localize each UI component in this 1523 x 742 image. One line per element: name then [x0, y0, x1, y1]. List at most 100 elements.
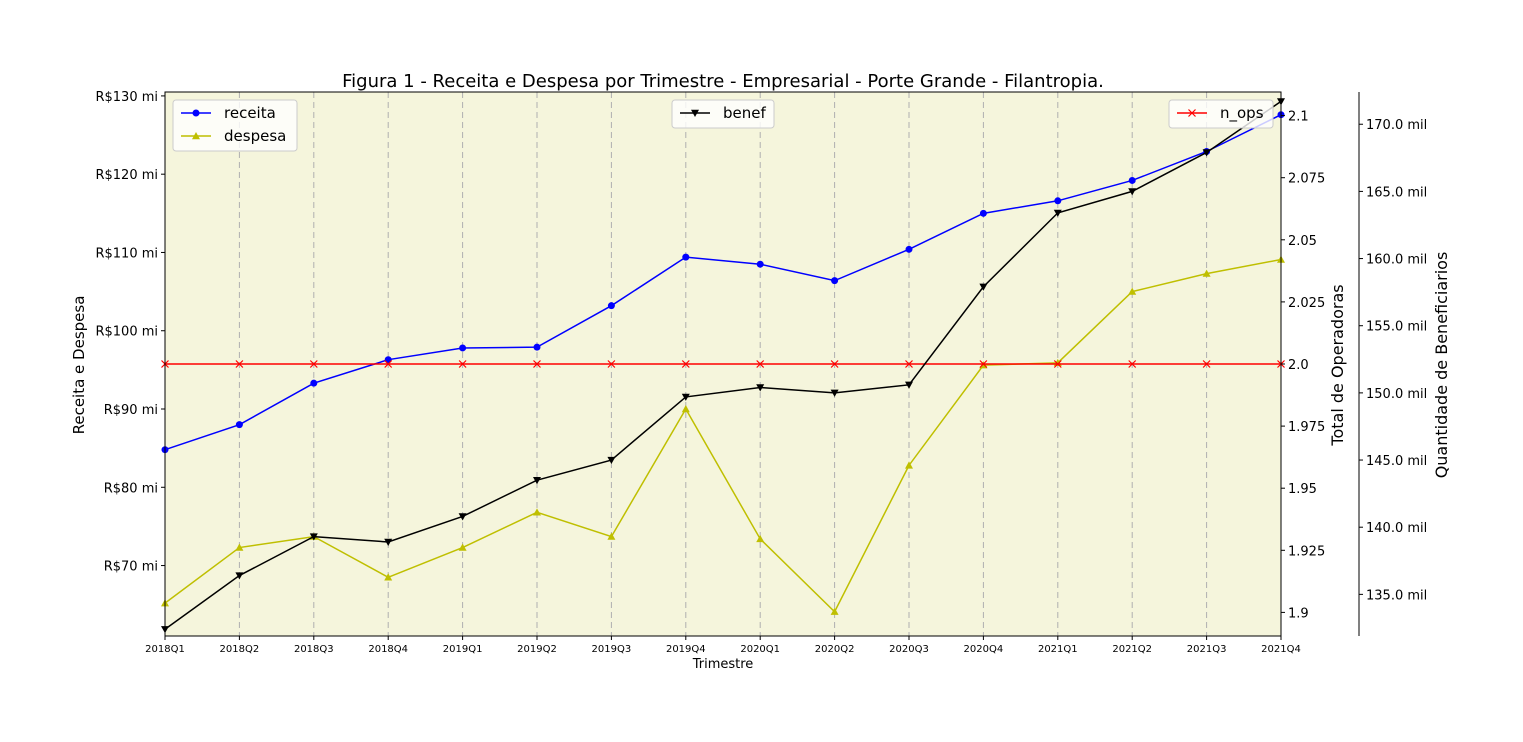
series-despesa — [161, 255, 1285, 615]
point-benef-2018q2 — [235, 572, 244, 580]
point-receita-2020q4 — [979, 209, 987, 217]
x-tick-label-2019q4: 2019Q4 — [666, 644, 706, 655]
right_benef-tick-label-6: 165.0 mil — [1366, 185, 1427, 200]
point-n-ops-2019q2-stroke-b — [533, 360, 541, 368]
point-despesa-2020q2 — [830, 607, 839, 615]
point-receita-2019q2 — [533, 343, 541, 351]
point-n-ops-2021q1-stroke-b — [1053, 360, 1062, 368]
point-despesa-2020q1 — [756, 534, 765, 543]
x-tick-label-2020q2: 2020Q2 — [815, 644, 855, 655]
point-despesa-2019q2 — [533, 508, 541, 516]
x-tick-label-2021q2: 2021Q2 — [1112, 644, 1152, 655]
legend-upper-right-label-n-ops: n_ops — [1220, 104, 1264, 123]
point-n-ops-2021q1 — [1053, 360, 1062, 368]
point-receita-2021q1 — [1054, 197, 1062, 205]
series-line-despesa — [164, 258, 1282, 613]
point-n-ops-2021q2 — [1128, 360, 1137, 368]
point-benef-2020q3 — [905, 381, 913, 389]
series-receita — [161, 111, 1285, 454]
right_ops-tick-label-1: 1.925 — [1288, 544, 1325, 559]
left-tick-label-2: R$90 mi — [104, 403, 158, 418]
legend-upper-left-marker-despesa — [192, 132, 200, 140]
x-tick-label-2018q4: 2018Q4 — [368, 644, 408, 655]
point-receita-2019q4 — [682, 253, 690, 261]
x-tick-label-2020q4: 2020Q4 — [964, 644, 1004, 655]
legend-upper-right-box — [1168, 99, 1274, 129]
series-benef — [161, 98, 1285, 634]
point-n-ops-2018q4-stroke-b — [384, 360, 393, 368]
series-n-ops — [161, 360, 1285, 368]
point-receita-2019q1 — [459, 344, 467, 352]
point-benef-2020q1 — [756, 384, 765, 392]
point-n-ops-2020q2 — [830, 360, 839, 368]
right_ops-tick-label-5: 2.025 — [1288, 296, 1325, 311]
legend-upper-left-label-receita: receita — [224, 104, 276, 122]
point-receita-2021q2 — [1128, 176, 1136, 184]
point-n-ops-2019q2 — [533, 360, 541, 368]
legend-upper-center-label-benef: benef — [723, 104, 766, 122]
point-receita-2018q3 — [310, 379, 318, 387]
x-tick-label-2019q3: 2019Q3 — [592, 644, 632, 655]
x-tick-label-2018q1: 2018Q1 — [145, 644, 185, 655]
ticks-layer: 2018Q1 2018Q2 2018Q3 2018Q4 2019Q1 2019Q2 2019… — [95, 90, 1427, 655]
point-n-ops-2021q2-stroke-b — [1128, 360, 1137, 368]
x-tick-label-2021q3: 2021Q3 — [1187, 644, 1227, 655]
chart-title: Figura 1 - Receita e Despesa por Trimest… — [342, 71, 1104, 92]
right_ops-tick-label-3: 1.975 — [1288, 420, 1325, 435]
point-n-ops-2021q3-stroke-b — [1202, 360, 1211, 368]
x-axis-label: Trimestre — [692, 657, 754, 672]
point-n-ops-2019q1 — [458, 360, 467, 368]
right_ops-tick-label-8: 2.1 — [1288, 110, 1309, 125]
point-n-ops-2020q2-stroke-b — [830, 360, 839, 368]
series-line-benef — [164, 100, 1282, 630]
left-axis-label: Receita e Despesa — [70, 296, 88, 435]
point-despesa-2018q2 — [235, 543, 244, 551]
point-n-ops-2019q3-stroke-b — [607, 360, 616, 368]
x-tick-label-2021q4: 2021Q4 — [1261, 644, 1301, 655]
point-receita-2018q2 — [235, 421, 243, 429]
point-receita-2020q2 — [831, 277, 839, 285]
left-tick-label-1: R$80 mi — [104, 481, 158, 496]
right_benef-tick-label-0: 135.0 mil — [1366, 588, 1427, 603]
point-n-ops-2019q4 — [681, 360, 690, 368]
point-n-ops-2019q3 — [607, 360, 616, 368]
right_ops-tick-label-6: 2.05 — [1288, 234, 1317, 249]
left-tick-label-0: R$70 mi — [104, 560, 158, 575]
right_ops-tick-label-0: 1.9 — [1288, 606, 1309, 621]
x-tick-label-2018q2: 2018Q2 — [220, 644, 260, 655]
right_benef-tick-label-2: 145.0 mil — [1366, 454, 1427, 469]
point-n-ops-2018q2 — [235, 360, 244, 368]
point-n-ops-2018q3-stroke-b — [309, 360, 318, 368]
point-despesa-2019q1 — [458, 543, 467, 551]
left-tick-label-6: R$130 mi — [95, 90, 158, 105]
x-tick-label-2020q3: 2020Q3 — [889, 644, 929, 655]
point-benef-2021q1 — [1053, 209, 1062, 217]
point-benef-2020q4 — [979, 283, 988, 291]
legend-upper-right-marker-n-ops-stroke-b — [1188, 109, 1196, 117]
x-tick-label-2019q1: 2019Q1 — [443, 644, 483, 655]
legend-upper-center-box — [671, 99, 775, 129]
point-n-ops-2018q4 — [384, 360, 393, 368]
benef-axis-label: Quantidade de Beneficiarios — [1432, 252, 1451, 479]
point-receita-2020q1 — [756, 260, 764, 268]
point-n-ops-2020q4-stroke-b — [979, 360, 988, 368]
x-tick-label-2018q3: 2018Q3 — [294, 644, 334, 655]
right_ops-tick-label-7: 2.075 — [1288, 172, 1325, 187]
point-benef-2019q3 — [607, 456, 616, 465]
legends-layer: receita despesa benef n_ops — [172, 99, 1274, 152]
legend-upper-left-marker-receita — [192, 109, 200, 117]
legend-upper-center-marker-benef — [691, 109, 699, 117]
right_benef-tick-label-5: 160.0 mil — [1366, 253, 1427, 268]
point-n-ops-2020q1-stroke-b — [756, 360, 765, 368]
point-benef-2018q3 — [309, 533, 318, 541]
series-layer — [161, 98, 1285, 634]
right_ops-tick-label-4: 2.0 — [1288, 358, 1309, 373]
point-n-ops-2020q1 — [756, 360, 765, 368]
point-despesa-2021q3 — [1202, 269, 1211, 277]
point-n-ops-2020q3-stroke-b — [905, 360, 913, 368]
left-tick-label-4: R$110 mi — [95, 246, 158, 261]
point-benef-2020q2 — [830, 389, 839, 397]
point-despesa-2021q2 — [1128, 287, 1137, 295]
point-n-ops-2021q3 — [1202, 360, 1211, 368]
